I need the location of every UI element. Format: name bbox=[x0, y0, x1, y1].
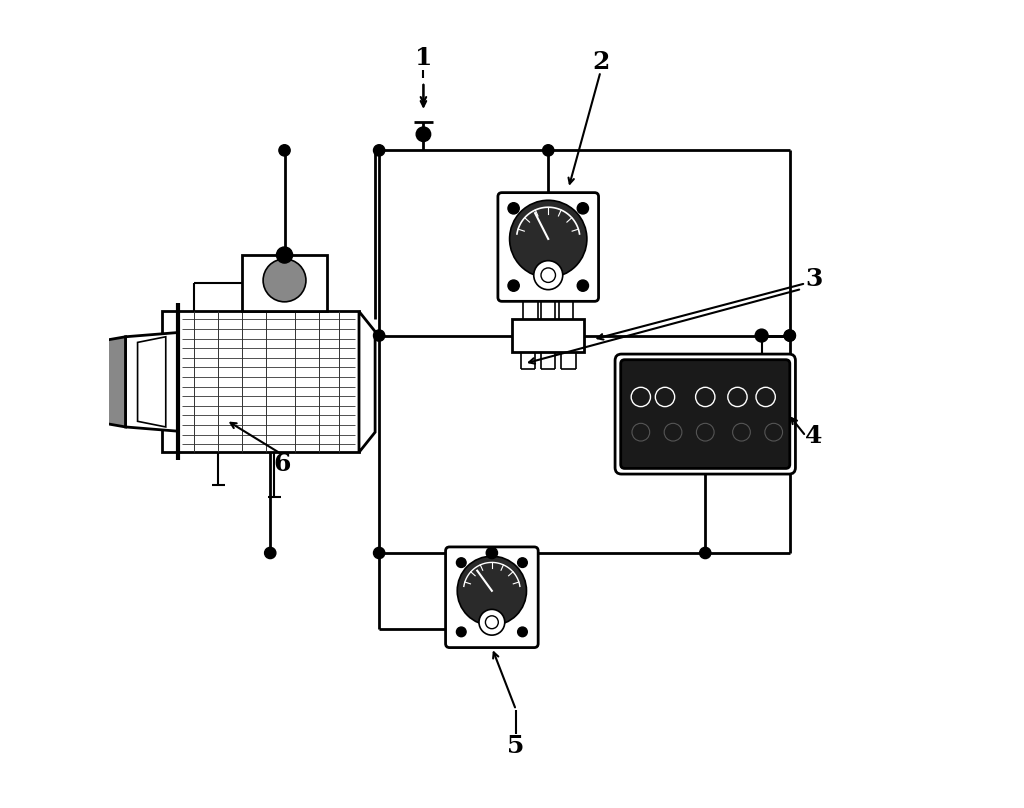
Circle shape bbox=[578, 280, 589, 291]
Text: 4: 4 bbox=[805, 424, 822, 448]
Circle shape bbox=[276, 247, 293, 263]
Circle shape bbox=[784, 330, 796, 341]
Circle shape bbox=[756, 387, 775, 406]
Circle shape bbox=[695, 387, 715, 406]
Circle shape bbox=[631, 387, 650, 406]
Circle shape bbox=[534, 261, 563, 289]
Circle shape bbox=[518, 558, 527, 567]
FancyBboxPatch shape bbox=[498, 192, 599, 301]
Circle shape bbox=[374, 145, 385, 156]
Circle shape bbox=[263, 259, 306, 302]
Circle shape bbox=[518, 627, 527, 637]
Circle shape bbox=[264, 547, 275, 558]
Text: 1: 1 bbox=[415, 46, 432, 69]
Circle shape bbox=[543, 145, 554, 156]
Bar bbox=[162, 311, 359, 452]
FancyBboxPatch shape bbox=[445, 547, 539, 647]
Circle shape bbox=[755, 329, 768, 342]
Circle shape bbox=[457, 558, 466, 567]
Circle shape bbox=[279, 145, 290, 156]
Polygon shape bbox=[137, 337, 166, 427]
Circle shape bbox=[485, 616, 499, 629]
Circle shape bbox=[696, 423, 714, 441]
Text: 5: 5 bbox=[507, 734, 524, 758]
Circle shape bbox=[728, 387, 748, 406]
Circle shape bbox=[510, 200, 587, 278]
Circle shape bbox=[374, 547, 385, 558]
Text: 3: 3 bbox=[805, 267, 822, 291]
Circle shape bbox=[508, 203, 519, 214]
Circle shape bbox=[578, 203, 589, 214]
Text: 2: 2 bbox=[592, 50, 609, 74]
FancyBboxPatch shape bbox=[615, 354, 796, 474]
Polygon shape bbox=[77, 343, 93, 421]
Circle shape bbox=[486, 547, 498, 558]
Text: 6: 6 bbox=[273, 452, 291, 477]
Circle shape bbox=[784, 330, 796, 341]
Polygon shape bbox=[93, 337, 126, 427]
Circle shape bbox=[632, 423, 649, 441]
Circle shape bbox=[508, 280, 519, 291]
Circle shape bbox=[699, 547, 711, 558]
Circle shape bbox=[665, 423, 682, 441]
Circle shape bbox=[479, 609, 505, 635]
Circle shape bbox=[416, 127, 431, 141]
Circle shape bbox=[457, 627, 466, 637]
Circle shape bbox=[732, 423, 751, 441]
Circle shape bbox=[765, 423, 782, 441]
Polygon shape bbox=[126, 333, 178, 431]
Polygon shape bbox=[359, 311, 375, 452]
Bar bbox=[512, 319, 585, 351]
Circle shape bbox=[458, 556, 526, 625]
Circle shape bbox=[374, 330, 385, 341]
Circle shape bbox=[541, 268, 555, 283]
Bar bbox=[243, 255, 327, 311]
Circle shape bbox=[655, 387, 675, 406]
Polygon shape bbox=[70, 351, 77, 413]
FancyBboxPatch shape bbox=[621, 360, 790, 469]
